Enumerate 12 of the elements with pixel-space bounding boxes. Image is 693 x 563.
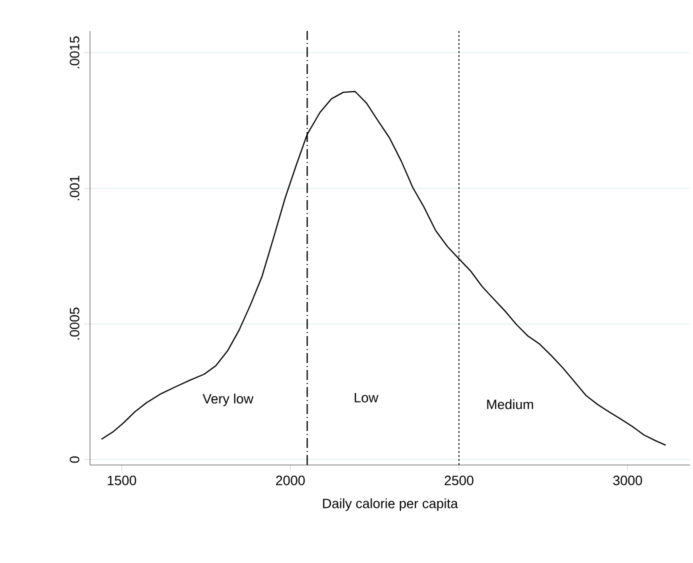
x-tick-label: 2500 bbox=[444, 476, 474, 486]
x-tick-label: 1500 bbox=[108, 476, 136, 486]
x-axis-title: Daily calorie per capita bbox=[323, 498, 458, 511]
y-tick-label: .0005 bbox=[70, 308, 80, 340]
y-tick-label: 0 bbox=[70, 456, 80, 463]
annotation: Low bbox=[354, 393, 378, 402]
y-tick-label: .001 bbox=[70, 176, 80, 200]
annotation: Medium bbox=[487, 399, 534, 410]
y-tick-label: .0015 bbox=[70, 36, 80, 68]
x-tick-label: 2000 bbox=[276, 476, 305, 486]
annotation: Very low bbox=[202, 394, 254, 406]
x-tick-label: 3000 bbox=[613, 476, 642, 486]
